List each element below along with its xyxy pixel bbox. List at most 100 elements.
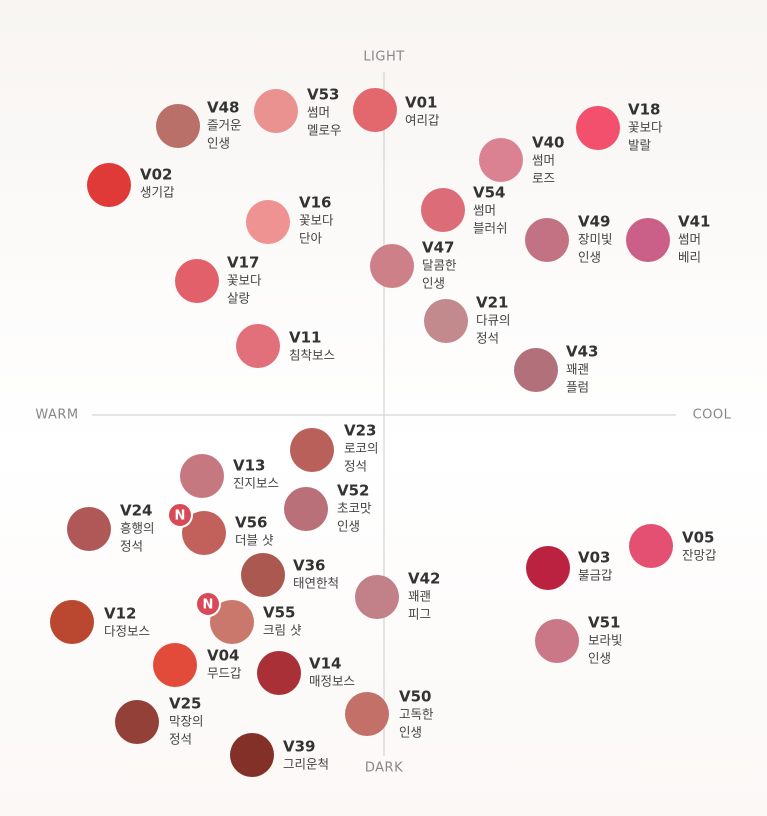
swatch-color <box>87 163 131 207</box>
swatch-color <box>353 88 397 132</box>
swatch-color <box>535 619 579 663</box>
shade-name: 태연한척 <box>293 576 339 591</box>
shade-name: 썸머 <box>473 203 496 218</box>
swatch-color <box>421 188 465 232</box>
shade-code: V04 <box>207 647 239 665</box>
shade-name: 인생 <box>399 725 422 740</box>
shade-code: V16 <box>299 194 331 212</box>
shade-name: 생기갑 <box>140 185 175 200</box>
shade-name: 더블 샷 <box>235 533 274 548</box>
swatch-color <box>576 106 620 150</box>
shade-name: 초코맛 <box>337 501 372 516</box>
shade-code: V23 <box>344 422 376 440</box>
swatch-color <box>182 511 226 555</box>
swatch-color <box>290 428 334 472</box>
shade-code: V03 <box>578 549 610 567</box>
shade-name: 인생 <box>422 276 445 291</box>
shade-name: 썸머 <box>307 105 330 120</box>
axis-label: LIGHT <box>363 50 404 65</box>
shade-name: 꽤괜 <box>566 362 589 377</box>
shade-name: 보라빛 <box>588 633 623 648</box>
shade-name: 로코의 <box>344 441 379 456</box>
shade-name: 인생 <box>588 651 611 666</box>
shade-code: V43 <box>566 343 598 361</box>
shade-name: 썸머 <box>532 153 555 168</box>
shade-code: V49 <box>578 213 610 231</box>
shade-name: 꽃보다 <box>299 213 334 228</box>
shade-name: 썸머 <box>678 232 701 247</box>
shade-name: 고독한 <box>399 707 434 722</box>
axis-label: WARM <box>35 408 78 423</box>
shade-code: V36 <box>293 557 325 575</box>
swatch-color <box>246 200 290 244</box>
new-badge <box>167 502 193 528</box>
shade-code: V40 <box>532 134 564 152</box>
shade-code: V11 <box>289 329 321 347</box>
shade-name: 장미빛 <box>578 232 613 247</box>
shade-name: 단아 <box>299 231 323 246</box>
shade-code: V53 <box>307 86 339 104</box>
shade-name: 잔망갑 <box>682 548 717 563</box>
swatch-color <box>156 104 200 148</box>
shade-code: V18 <box>628 101 660 119</box>
shade-name: 정석 <box>169 732 192 747</box>
swatch-color <box>345 692 389 736</box>
swatch-color <box>210 600 254 644</box>
swatch-color <box>284 487 328 531</box>
swatch-color <box>50 600 94 644</box>
shade-code: V47 <box>422 239 454 257</box>
swatch-color <box>370 244 414 288</box>
shade-name: 그리운척 <box>283 757 329 772</box>
shade-name: 피그 <box>408 607 431 622</box>
shade-code: V12 <box>104 605 136 623</box>
swatch-color <box>175 259 219 303</box>
axis-label: COOL <box>693 408 732 423</box>
shade-name: 플럼 <box>566 380 589 395</box>
shade-code: V52 <box>337 482 369 500</box>
shade-code: V50 <box>399 688 431 706</box>
shade-name: 인생 <box>207 136 230 151</box>
swatch-color <box>153 643 197 687</box>
shade-name: 살랑 <box>227 291 251 306</box>
shade-code: V13 <box>233 457 265 475</box>
swatch-color <box>526 546 570 590</box>
shade-code: V01 <box>405 94 437 112</box>
shade-name: 크림 샷 <box>263 623 302 638</box>
shade-name: 불금갑 <box>578 568 613 583</box>
swatch-color <box>525 218 569 262</box>
axis-label: DARK <box>365 761 403 776</box>
shade-name: 정석 <box>120 539 143 554</box>
swatch-color <box>236 324 280 368</box>
shade-code: V25 <box>169 695 201 713</box>
swatch-color <box>514 348 558 392</box>
swatch-color <box>241 553 285 597</box>
shade-name: 베리 <box>678 250 701 265</box>
shade-code: V56 <box>235 514 267 532</box>
shade-code: V24 <box>120 502 152 520</box>
shade-name: 여리갑 <box>405 113 440 128</box>
shade-name: 꽤괜 <box>408 589 431 604</box>
shade-name: 정석 <box>476 331 499 346</box>
shade-code: V39 <box>283 738 315 756</box>
swatch-color <box>424 299 468 343</box>
